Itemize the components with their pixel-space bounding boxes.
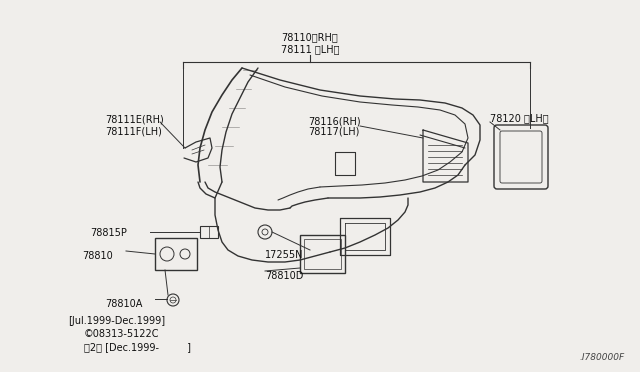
Text: 78111F(LH): 78111F(LH) — [105, 126, 162, 136]
Text: 17255N: 17255N — [265, 250, 303, 260]
Bar — [300, 235, 345, 273]
Text: 78117(LH): 78117(LH) — [308, 127, 360, 137]
Bar — [304, 239, 341, 269]
Text: 78111 〈LH〉: 78111 〈LH〉 — [281, 44, 339, 54]
Text: [Jul.1999-Dec.1999]: [Jul.1999-Dec.1999] — [68, 316, 165, 326]
Text: 78116(RH): 78116(RH) — [308, 116, 360, 126]
Text: 78810: 78810 — [82, 251, 113, 261]
Text: 78810D: 78810D — [265, 271, 303, 281]
Text: 78120 〈LH〉: 78120 〈LH〉 — [490, 113, 548, 123]
Text: 78810A: 78810A — [105, 299, 142, 309]
Bar — [200, 226, 218, 238]
Text: 78110〈RH〉: 78110〈RH〉 — [282, 32, 339, 42]
Text: .I780000F: .I780000F — [580, 353, 625, 362]
Bar — [155, 238, 197, 270]
Text: 78111E(RH): 78111E(RH) — [105, 115, 164, 125]
Text: 78815P: 78815P — [90, 228, 127, 238]
Text: ©08313-5122C: ©08313-5122C — [84, 329, 159, 339]
Text: 〈2〉 [Dec.1999-         ]: 〈2〉 [Dec.1999- ] — [84, 342, 191, 352]
